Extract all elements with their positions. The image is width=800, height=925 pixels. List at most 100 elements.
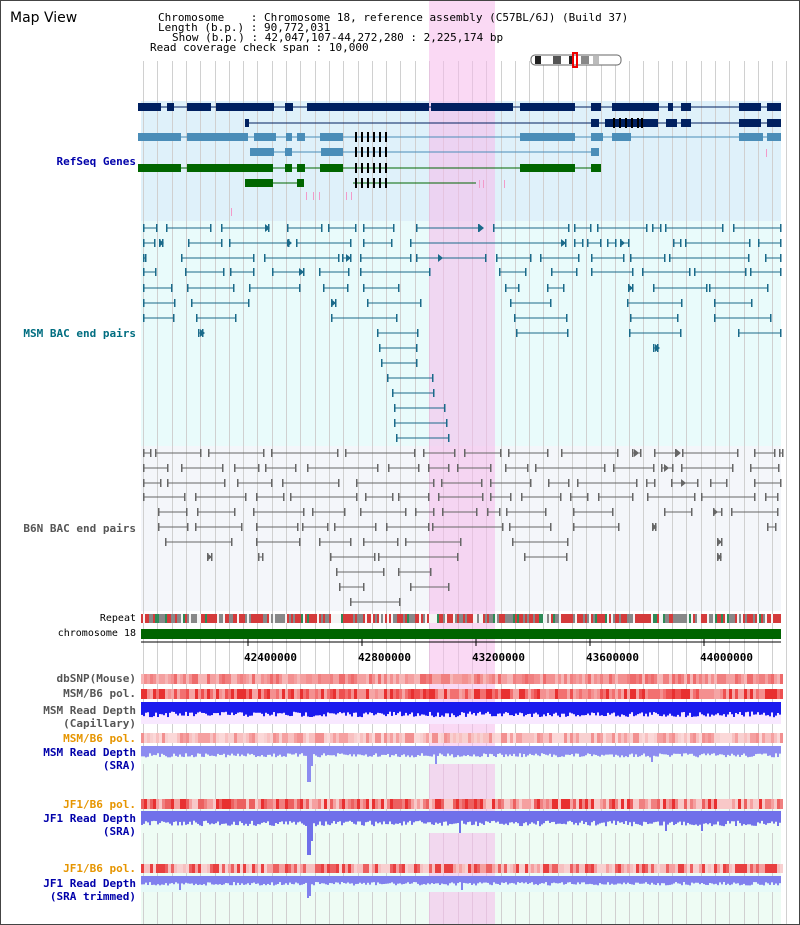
jf1-sra-depth-bar bbox=[611, 811, 613, 824]
msm-pol-heat-cell bbox=[198, 689, 201, 699]
dbsnp-heat-cell bbox=[705, 674, 708, 684]
msm-pol2-heat-cell bbox=[549, 733, 552, 743]
jf1-pol-heat-cell bbox=[606, 799, 609, 809]
msm-cap-depth-bar bbox=[221, 702, 223, 713]
msm-pol2-heat-cell bbox=[564, 733, 567, 743]
bac-end-marker bbox=[290, 493, 292, 501]
msm-pol-heat-cell bbox=[435, 689, 438, 699]
jf1-trim-depth-bar bbox=[163, 876, 165, 885]
jf1-pol2-heat-cell bbox=[489, 864, 492, 873]
repeat-mark bbox=[759, 614, 761, 623]
repeat-mark bbox=[389, 614, 391, 623]
jf1-pol-heat-cell bbox=[546, 799, 549, 809]
msm-cap-depth-bar bbox=[687, 702, 689, 716]
bac-end-marker bbox=[360, 254, 362, 262]
msm-sra-depth-bar bbox=[345, 746, 347, 755]
msm-cap-depth-bar bbox=[775, 702, 777, 716]
jf1-pol2-heat-cell bbox=[630, 864, 633, 873]
jf1-sra-depth-bar bbox=[703, 811, 705, 824]
msm-sra-depth-bar bbox=[409, 746, 411, 758]
jf1-pol2-heat-cell bbox=[192, 864, 195, 873]
bac-end-marker bbox=[399, 598, 401, 606]
msm-cap-depth-bar bbox=[333, 702, 335, 714]
msm-pol-heat-cell bbox=[369, 689, 372, 699]
msm-pol-heat-cell bbox=[612, 689, 615, 699]
msm-cap-depth-bar bbox=[383, 702, 385, 715]
jf1-sra-depth-bar bbox=[507, 811, 509, 826]
msm-sra-depth-bar bbox=[375, 746, 377, 754]
jf1-pol-heat-cell bbox=[552, 799, 555, 809]
repeat-mark bbox=[419, 614, 421, 623]
msm-cap-depth-bar bbox=[427, 702, 429, 716]
dbsnp-heat-cell bbox=[528, 674, 531, 684]
msm-cap-depth-bar bbox=[567, 702, 569, 717]
msm-cap-depth-bar bbox=[465, 702, 467, 717]
jf1-pol-heat-cell bbox=[519, 799, 522, 809]
msm-pol-heat-cell bbox=[549, 689, 552, 699]
jf1-trim-depth-bar bbox=[693, 876, 695, 884]
msm-cap-depth-bar bbox=[551, 702, 553, 717]
jf1-sra-depth-bar bbox=[487, 811, 489, 822]
msm-cap-depth-bar bbox=[399, 702, 401, 712]
jf1-pol2-heat-cell bbox=[306, 864, 309, 873]
msm-cap-depth-bar bbox=[249, 702, 251, 716]
dbsnp-heat-cell bbox=[162, 674, 165, 684]
bac-end-marker bbox=[299, 538, 301, 546]
msm-sra-depth-bar bbox=[383, 746, 385, 755]
jf1-pol2-heat-cell bbox=[213, 864, 216, 873]
msm-cap-depth-bar bbox=[397, 702, 399, 714]
msm-sra-depth-bar bbox=[421, 746, 423, 754]
grid-line bbox=[729, 61, 730, 924]
msm-cap-depth-bar bbox=[337, 702, 339, 714]
jf1-sra-depth-bar bbox=[291, 811, 293, 823]
selected-region-highlight[interactable] bbox=[429, 1, 495, 924]
repeat-mark bbox=[323, 614, 325, 623]
bac-end-marker bbox=[377, 464, 379, 472]
jf1-sra-depth-bar bbox=[649, 811, 651, 824]
repeat-mark bbox=[713, 614, 715, 623]
jf1-trim-depth-bar bbox=[503, 876, 505, 884]
jf1-trim-depth-bar bbox=[435, 876, 437, 884]
grid-line bbox=[701, 61, 702, 924]
bac-end-marker bbox=[410, 583, 412, 591]
msm-pol2-heat-cell bbox=[456, 733, 459, 743]
bac-end-marker bbox=[777, 493, 779, 501]
msm-sra-depth-bar bbox=[553, 746, 555, 755]
bac-end-marker bbox=[642, 268, 644, 276]
dbsnp-heat-cell bbox=[576, 674, 579, 684]
msm-pol-heat-cell bbox=[174, 689, 177, 699]
jf1-sra-depth-bar bbox=[725, 811, 727, 825]
jf1-trim-depth-bar bbox=[427, 876, 429, 884]
msm-pol2-heat-cell bbox=[393, 733, 396, 743]
msm-cap-depth-bar bbox=[325, 702, 327, 717]
bac-arrow-marker bbox=[634, 449, 639, 457]
msm-pol2-heat-cell bbox=[222, 733, 225, 743]
repeat-mark bbox=[147, 614, 149, 623]
jf1-pol-heat-cell bbox=[366, 799, 369, 809]
dbsnp-heat-cell bbox=[753, 674, 756, 684]
dbsnp-heat-cell bbox=[348, 674, 351, 684]
msm-cap-depth-bar bbox=[319, 702, 321, 716]
repeat-mark bbox=[557, 614, 559, 623]
bac-end-marker bbox=[448, 464, 450, 472]
jf1-trim-depth-bar bbox=[523, 876, 525, 884]
msm-cap-depth-bar bbox=[693, 702, 695, 717]
msm-pol2-heat-cell bbox=[615, 733, 618, 743]
dbsnp-heat-cell bbox=[717, 674, 720, 684]
msm-pol2-heat-cell bbox=[327, 733, 330, 743]
jf1-pol2-heat-cell bbox=[270, 864, 273, 873]
msm-cap-depth-bar bbox=[185, 702, 187, 712]
dbsnp-heat-cell bbox=[639, 674, 642, 684]
msm-pol-heat-cell bbox=[207, 689, 210, 699]
jf1-sra-depth-bar bbox=[513, 811, 515, 824]
msm-cap-depth-bar bbox=[373, 702, 375, 716]
repeat-mark bbox=[415, 614, 417, 623]
jf1-sra-depth-bar bbox=[301, 811, 303, 824]
msm-pol2-heat-cell bbox=[216, 733, 219, 743]
repeat-mark bbox=[397, 614, 399, 623]
jf1-sra-depth-bar bbox=[555, 811, 557, 825]
jf1-sra-depth-bar bbox=[225, 811, 227, 824]
jf1-pol2-heat-cell bbox=[702, 864, 705, 873]
